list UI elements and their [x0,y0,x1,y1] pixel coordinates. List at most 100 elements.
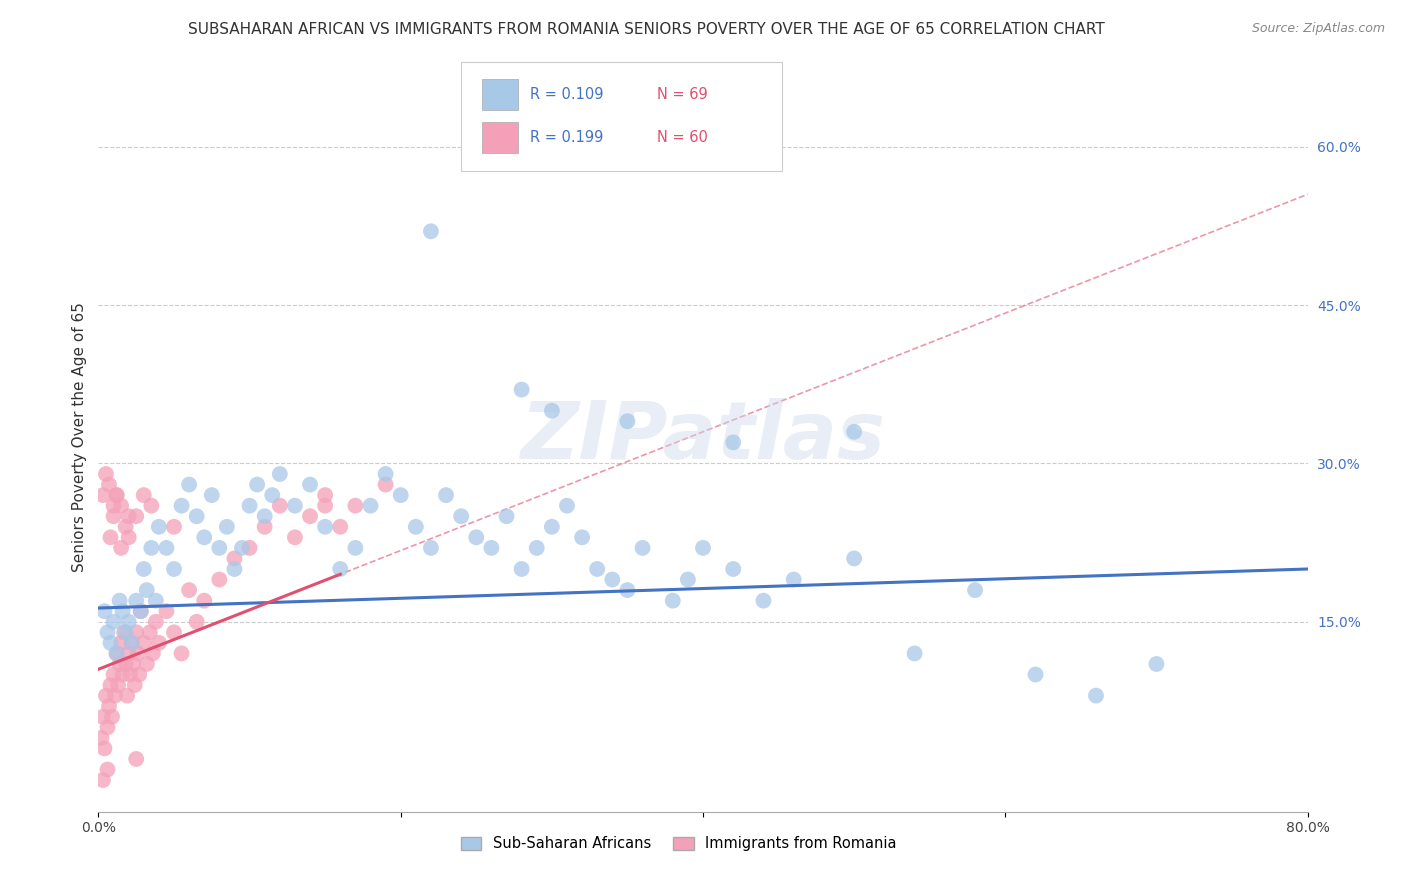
Point [108,657,131,671]
Point [107,678,129,692]
Point [111,604,134,618]
Point [163,562,186,576]
Text: N = 60: N = 60 [657,130,709,145]
Point [98,699,121,714]
Point [132,562,155,576]
Point [193,530,215,544]
Point [145,593,167,607]
Point [284,530,307,544]
Point [96,720,118,734]
Point [125,593,148,607]
Point [132,488,155,502]
Text: SUBSAHARAN AFRICAN VS IMMIGRANTS FROM ROMANIA SENIORS POVERTY OVER THE AGE OF 65: SUBSAHARAN AFRICAN VS IMMIGRANTS FROM RO… [188,22,1105,37]
Point [405,520,427,534]
Point [299,509,322,524]
Point [692,541,714,555]
Point [510,562,533,576]
Point [127,647,149,661]
Point [100,530,122,544]
Point [114,520,136,534]
Point [284,499,307,513]
Point [110,636,132,650]
Point [752,593,775,607]
Point [114,625,136,640]
Point [374,477,396,491]
Point [103,667,125,681]
Point [374,467,396,481]
Point [163,625,186,640]
Text: R = 0.109: R = 0.109 [530,87,603,103]
Point [904,647,927,661]
Point [224,551,246,566]
Point [510,383,533,397]
Text: Source: ZipAtlas.com: Source: ZipAtlas.com [1251,22,1385,36]
Point [253,520,276,534]
Point [118,530,141,544]
Point [844,425,866,439]
Point [122,657,145,671]
Point [631,541,654,555]
Point [540,520,562,534]
Point [269,467,291,481]
Point [155,541,177,555]
Point [132,636,155,650]
Point [239,541,262,555]
Point [262,488,284,502]
Point [114,657,136,671]
Text: R = 0.199: R = 0.199 [530,130,603,145]
Point [555,499,578,513]
Point [344,499,367,513]
Point [112,625,135,640]
Point [299,477,322,491]
Point [100,636,122,650]
Point [125,625,148,640]
Point [145,615,167,629]
Point [231,541,253,555]
Point [121,636,143,650]
Point [128,667,150,681]
Point [253,509,276,524]
Point [239,499,262,513]
Point [118,647,141,661]
Point [93,604,115,618]
Point [148,520,170,534]
Point [105,647,128,661]
Point [602,573,624,587]
Point [115,689,138,703]
Point [125,752,148,766]
Point [246,477,269,491]
Point [389,488,412,502]
Point [91,773,114,788]
Point [103,615,125,629]
Point [179,477,201,491]
Point [105,488,128,502]
Point [1144,657,1167,671]
Point [201,488,224,502]
Point [215,520,238,534]
Point [129,604,152,618]
Point [110,499,132,513]
Point [103,509,125,524]
Point [104,689,127,703]
Point [155,604,177,618]
Point [105,488,128,502]
Point [142,647,165,661]
Legend: Sub-Saharan Africans, Immigrants from Romania: Sub-Saharan Africans, Immigrants from Ro… [456,830,903,857]
Point [420,541,443,555]
Point [616,583,638,598]
Point [586,562,609,576]
Point [125,509,148,524]
Point [360,499,382,513]
Point [124,678,146,692]
Point [121,636,143,650]
Point [91,488,114,502]
Point [329,520,352,534]
Point [141,541,163,555]
Point [434,488,457,502]
Point [96,763,118,777]
Point [105,647,128,661]
Point [98,477,121,491]
Point [120,667,142,681]
Point [495,509,517,524]
Y-axis label: Seniors Poverty Over the Age of 65: Seniors Poverty Over the Age of 65 [72,302,87,572]
